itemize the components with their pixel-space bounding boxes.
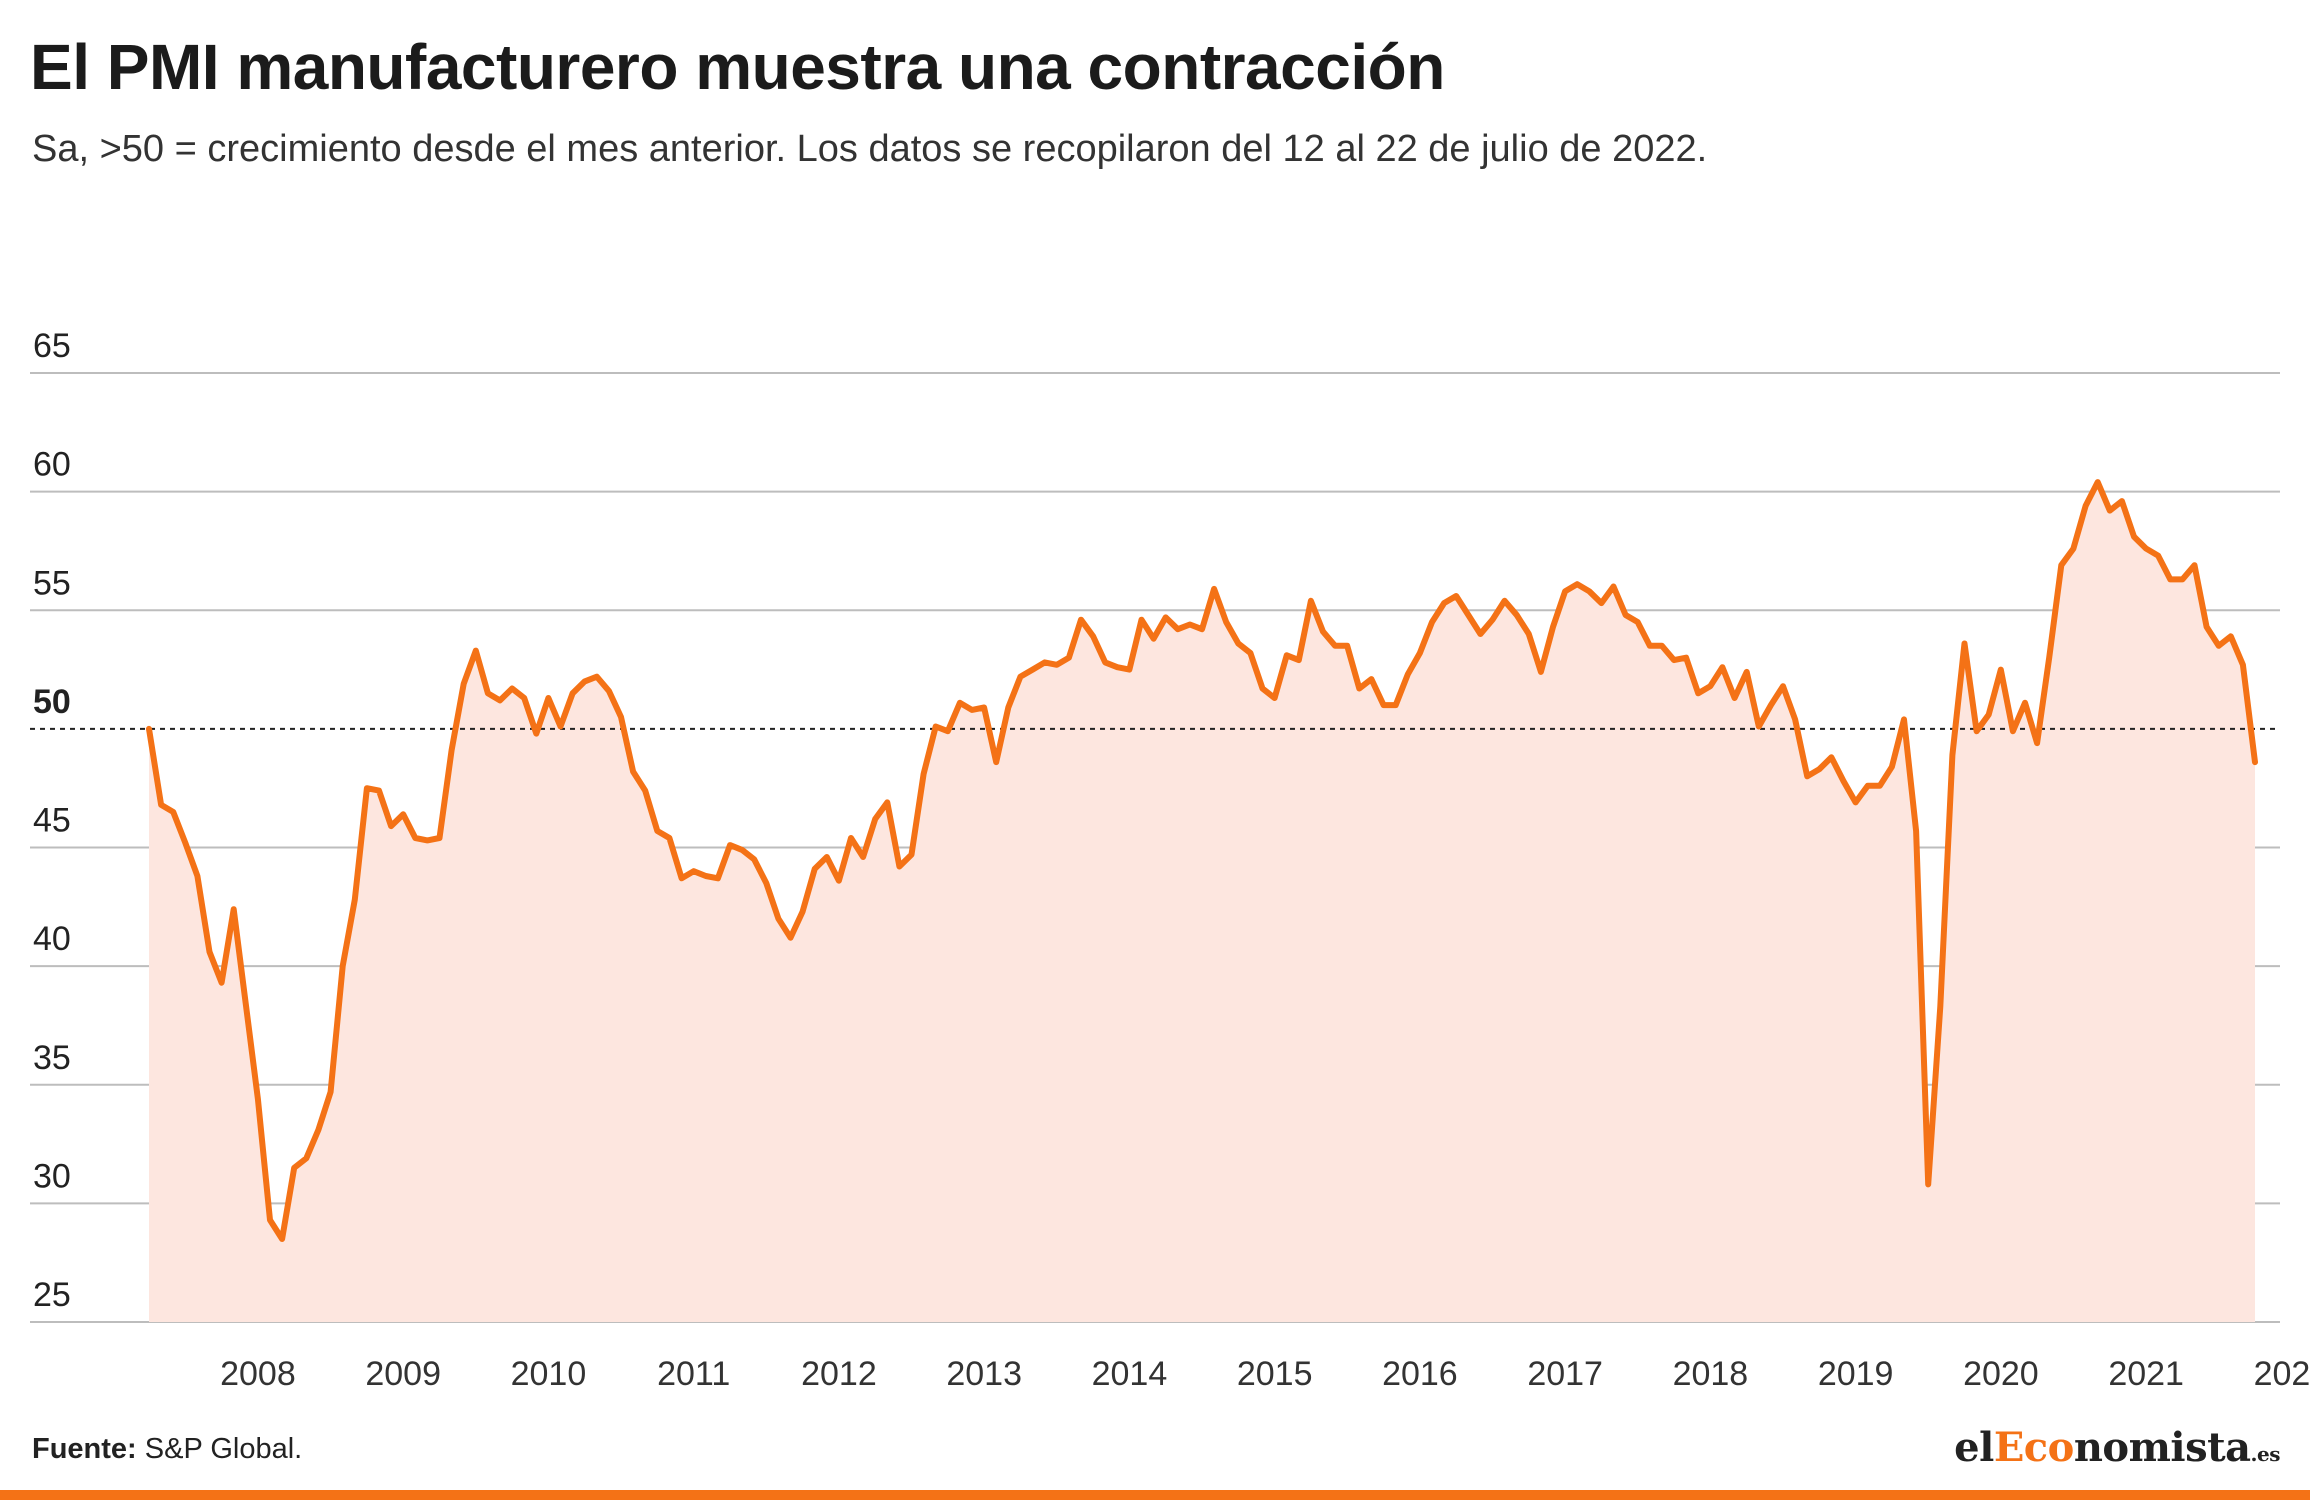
x-tick-label: 2017 — [1527, 1355, 1603, 1393]
source-label: Fuente: — [32, 1433, 137, 1465]
x-tick-label: 2010 — [511, 1355, 587, 1393]
y-tick-label: 55 — [33, 564, 71, 602]
x-tick-label: 2012 — [801, 1355, 877, 1393]
y-tick-label: 40 — [33, 920, 71, 958]
y-tick-label: 65 — [33, 327, 71, 365]
chart-title: El PMI manufacturero muestra una contrac… — [30, 31, 1445, 103]
x-tick-label: 2014 — [1092, 1355, 1168, 1393]
y-tick-label: 50 — [33, 683, 71, 721]
source-text: S&P Global. — [144, 1433, 303, 1465]
x-tick-label: 2020 — [1963, 1355, 2039, 1393]
x-tick-label: 2021 — [2108, 1355, 2184, 1393]
x-tick-label: 2022 — [2254, 1355, 2310, 1393]
logo-part-el: el — [1954, 1424, 1994, 1471]
logo-tld: .es — [2250, 1442, 2281, 1466]
brand-bottom-bar — [0, 1490, 2310, 1500]
x-tick-label: 2009 — [365, 1355, 441, 1393]
y-axis-tick-labels: 65 60 55 50 45 40 35 30 25 — [33, 327, 71, 1314]
logo-part-nomista: nomista — [2073, 1424, 2251, 1471]
eleconomista-logo: elEconomista.es — [1954, 1424, 2280, 1471]
x-tick-label: 2018 — [1673, 1355, 1749, 1393]
y-tick-label: 35 — [33, 1039, 71, 1077]
x-tick-label: 2019 — [1818, 1355, 1894, 1393]
x-tick-label: 2008 — [220, 1355, 296, 1393]
series-area-fill — [149, 482, 2255, 1323]
x-axis-tick-labels: 2008 2009 2010 2011 2012 2013 2014 2015 2016 2017… — [220, 1355, 2310, 1393]
y-tick-label: 25 — [33, 1276, 71, 1314]
x-tick-label: 2016 — [1382, 1355, 1458, 1393]
y-tick-label: 30 — [33, 1157, 71, 1195]
x-tick-label: 2011 — [657, 1355, 730, 1393]
y-tick-label: 60 — [33, 446, 71, 484]
source-note: Fuente: S&P Global. — [32, 1433, 302, 1466]
chart-subtitle: Sa, >50 = crecimiento desde el mes anter… — [32, 128, 1708, 170]
x-tick-label: 2015 — [1237, 1355, 1313, 1393]
x-tick-label: 2013 — [946, 1355, 1022, 1393]
series-line — [146, 479, 2258, 1242]
logo-part-eco: Eco — [1993, 1424, 2075, 1471]
y-tick-label: 45 — [33, 802, 71, 840]
